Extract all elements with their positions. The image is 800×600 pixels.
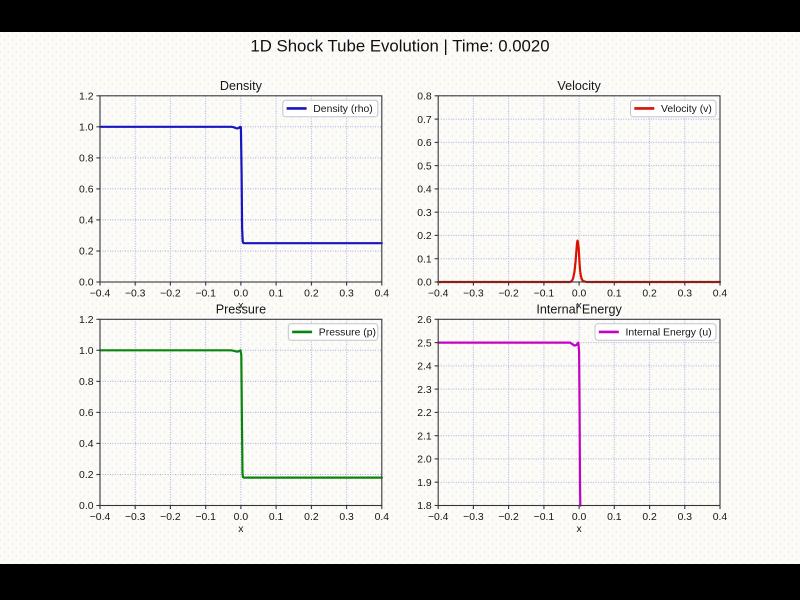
svg-text:0.4: 0.4 <box>79 439 94 450</box>
svg-text:1D Shock Tube Evolution | Time: 1D Shock Tube Evolution | Time: 0.0020 <box>250 37 549 56</box>
svg-text:2.5: 2.5 <box>417 338 432 349</box>
svg-text:0.3: 0.3 <box>417 208 432 219</box>
svg-text:−0.2: −0.2 <box>160 289 181 300</box>
svg-text:−0.2: −0.2 <box>498 289 519 300</box>
svg-text:0.2: 0.2 <box>79 247 94 258</box>
svg-text:x: x <box>576 524 582 535</box>
svg-text:0.1: 0.1 <box>269 512 284 523</box>
svg-text:0.2: 0.2 <box>304 512 319 523</box>
svg-text:Pressure (p): Pressure (p) <box>319 328 376 339</box>
svg-text:0.6: 0.6 <box>79 185 94 196</box>
svg-text:−0.3: −0.3 <box>125 289 146 300</box>
svg-text:0.0: 0.0 <box>79 278 94 289</box>
svg-text:Density: Density <box>220 79 263 93</box>
svg-text:0.3: 0.3 <box>678 289 693 300</box>
svg-text:2.0: 2.0 <box>417 455 432 466</box>
svg-text:Internal Energy: Internal Energy <box>536 303 622 317</box>
svg-text:Internal Energy (u): Internal Energy (u) <box>626 328 712 339</box>
svg-text:0.0: 0.0 <box>572 289 587 300</box>
svg-text:0.2: 0.2 <box>417 231 432 242</box>
svg-text:−0.3: −0.3 <box>463 289 484 300</box>
svg-text:0.8: 0.8 <box>417 92 432 103</box>
svg-text:2.3: 2.3 <box>417 385 432 396</box>
svg-text:Pressure: Pressure <box>216 303 266 317</box>
svg-text:−0.2: −0.2 <box>160 512 181 523</box>
svg-text:x: x <box>238 524 244 535</box>
svg-text:x: x <box>576 300 582 311</box>
svg-text:−0.3: −0.3 <box>463 512 484 523</box>
svg-text:2.4: 2.4 <box>417 362 432 373</box>
svg-text:0.0: 0.0 <box>79 501 94 512</box>
svg-text:−0.4: −0.4 <box>90 512 111 523</box>
svg-text:−0.1: −0.1 <box>195 512 216 523</box>
svg-text:0.4: 0.4 <box>713 512 728 523</box>
svg-text:0.4: 0.4 <box>79 216 94 227</box>
svg-text:0.3: 0.3 <box>339 512 354 523</box>
svg-text:−0.2: −0.2 <box>498 512 519 523</box>
svg-text:0.2: 0.2 <box>642 512 657 523</box>
svg-text:−0.4: −0.4 <box>428 289 449 300</box>
svg-text:−0.4: −0.4 <box>428 512 449 523</box>
svg-text:0.8: 0.8 <box>79 377 94 388</box>
svg-text:0.4: 0.4 <box>713 289 728 300</box>
svg-text:1.2: 1.2 <box>79 92 94 103</box>
svg-text:0.0: 0.0 <box>572 512 587 523</box>
svg-text:0.4: 0.4 <box>375 289 390 300</box>
svg-text:1.2: 1.2 <box>79 315 94 326</box>
svg-text:1.9: 1.9 <box>417 478 432 489</box>
svg-text:0.0: 0.0 <box>234 512 249 523</box>
svg-text:0.5: 0.5 <box>417 161 432 172</box>
svg-text:0.1: 0.1 <box>417 254 432 265</box>
svg-text:0.3: 0.3 <box>339 289 354 300</box>
svg-text:1.0: 1.0 <box>79 123 94 134</box>
svg-text:−0.1: −0.1 <box>534 512 555 523</box>
svg-text:0.7: 0.7 <box>417 115 432 126</box>
svg-text:2.1: 2.1 <box>417 431 432 442</box>
svg-text:1.0: 1.0 <box>79 346 94 357</box>
svg-text:0.4: 0.4 <box>375 512 390 523</box>
svg-text:1.8: 1.8 <box>417 501 432 512</box>
svg-text:−0.1: −0.1 <box>534 289 555 300</box>
svg-text:0.6: 0.6 <box>417 138 432 149</box>
svg-text:−0.4: −0.4 <box>90 289 111 300</box>
svg-text:2.6: 2.6 <box>417 315 432 326</box>
svg-text:0.2: 0.2 <box>304 289 319 300</box>
svg-text:Velocity (v): Velocity (v) <box>661 104 712 115</box>
svg-text:Velocity: Velocity <box>557 79 601 93</box>
svg-text:0.3: 0.3 <box>678 512 693 523</box>
svg-text:0.8: 0.8 <box>79 154 94 165</box>
svg-text:x: x <box>238 300 244 311</box>
svg-text:0.4: 0.4 <box>417 185 432 196</box>
svg-text:2.2: 2.2 <box>417 408 432 419</box>
svg-text:−0.3: −0.3 <box>125 512 146 523</box>
svg-text:0.1: 0.1 <box>607 289 622 300</box>
svg-text:0.0: 0.0 <box>417 278 432 289</box>
svg-text:0.2: 0.2 <box>642 289 657 300</box>
svg-text:0.2: 0.2 <box>79 470 94 481</box>
svg-text:0.6: 0.6 <box>79 408 94 419</box>
svg-text:0.1: 0.1 <box>607 512 622 523</box>
svg-text:0.0: 0.0 <box>234 289 249 300</box>
svg-text:Density (rho): Density (rho) <box>313 104 372 115</box>
svg-text:0.1: 0.1 <box>269 289 284 300</box>
svg-text:−0.1: −0.1 <box>195 289 216 300</box>
